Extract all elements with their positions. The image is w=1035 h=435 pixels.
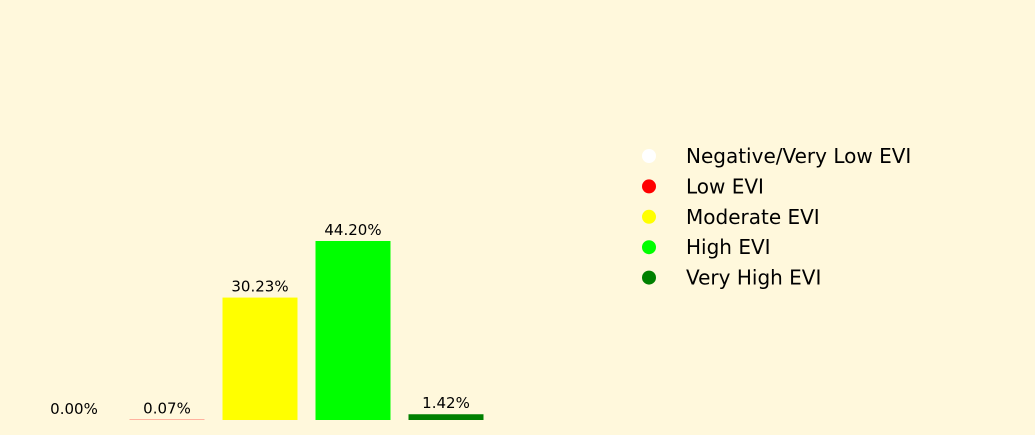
legend-marker-high-evi bbox=[642, 240, 656, 255]
legend-label-high-evi: High EVI bbox=[686, 235, 771, 259]
legend: Negative/Very Low EVI Low EVI Moderate EVI… bbox=[642, 144, 911, 290]
data-label-very-high-evi: 1.42% bbox=[422, 394, 470, 412]
bars-layer bbox=[129, 240, 484, 420]
legend-marker-moderate-evi bbox=[642, 209, 656, 224]
legend-label-moderate-evi: Moderate EVI bbox=[686, 205, 820, 229]
bar-moderate-evi bbox=[222, 297, 298, 420]
data-label-negative-very-low-evi: 0.00% bbox=[50, 400, 98, 418]
data-label-moderate-evi: 30.23% bbox=[231, 278, 288, 296]
legend-marker-very-high-evi bbox=[642, 270, 656, 285]
legend-label-very-high-evi: Very High EVI bbox=[686, 266, 821, 290]
bar-high-evi bbox=[315, 240, 391, 420]
legend-label-low-evi: Low EVI bbox=[686, 174, 764, 198]
data-label-low-evi: 0.07% bbox=[143, 400, 191, 418]
data-labels-layer: 0.00% 0.07% 30.23% 44.20% 1.42% bbox=[50, 221, 470, 418]
bar-very-high-evi bbox=[408, 414, 484, 420]
legend-marker-negative-very-low-evi bbox=[642, 149, 656, 163]
data-label-high-evi: 44.20% bbox=[324, 221, 381, 239]
legend-label-negative-very-low-evi: Negative/Very Low EVI bbox=[686, 144, 911, 168]
legend-marker-low-evi bbox=[642, 179, 656, 194]
